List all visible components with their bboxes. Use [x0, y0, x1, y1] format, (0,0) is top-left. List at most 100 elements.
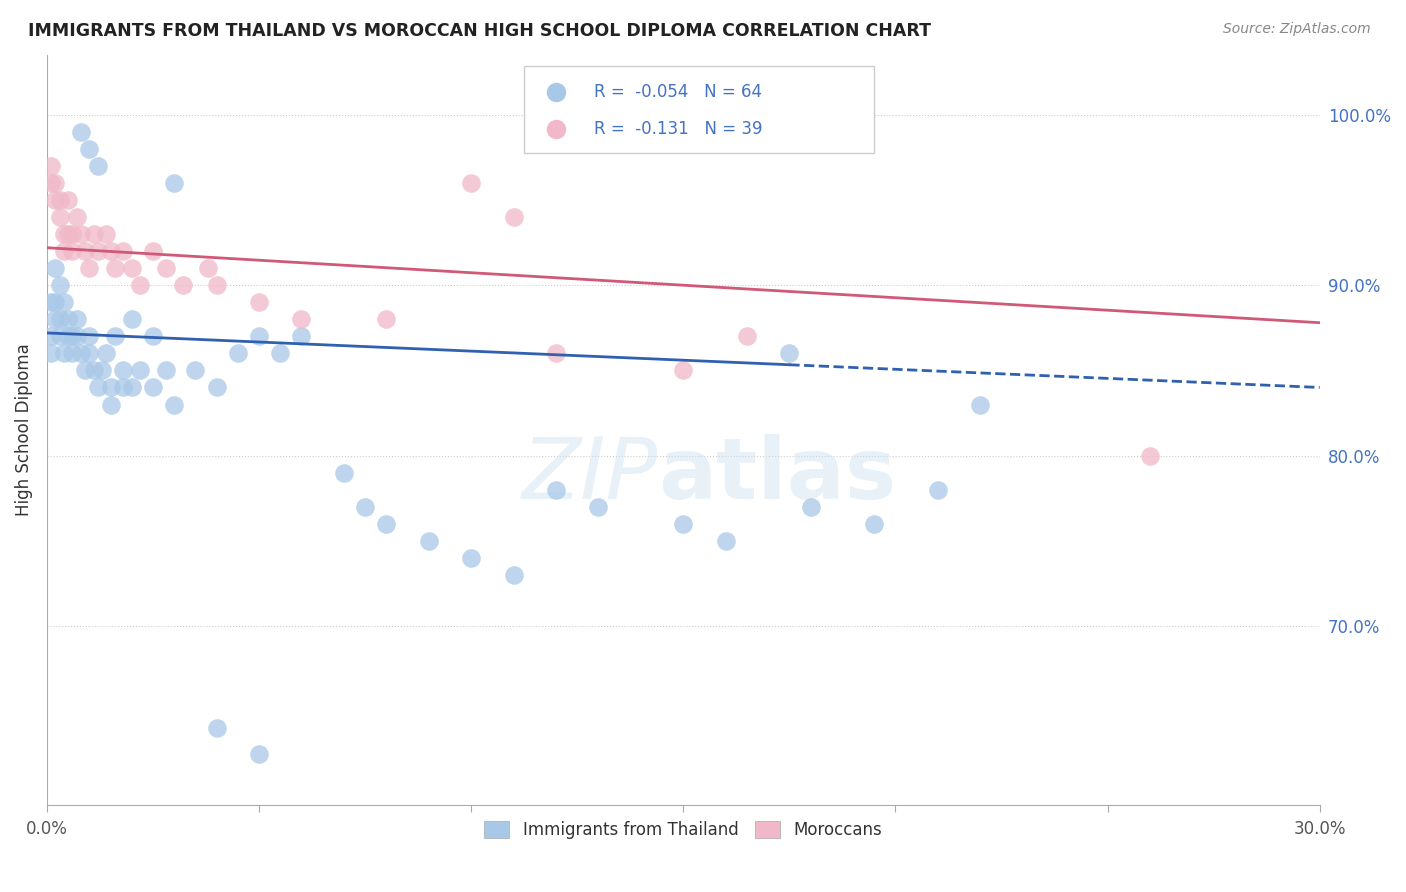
Point: [52, 346, 75, 360]
Point: [163, 397, 186, 411]
Point: [155, 261, 177, 276]
Point: [112, 363, 135, 377]
Point: [502, 568, 524, 582]
Point: [44, 176, 66, 190]
Point: [52, 227, 75, 241]
Point: [714, 533, 737, 548]
Point: [672, 516, 695, 531]
Point: [79, 329, 101, 343]
Point: [48, 329, 70, 343]
Point: [69, 346, 91, 360]
Point: [44, 312, 66, 326]
Point: [197, 261, 219, 276]
Point: [39, 346, 62, 360]
Point: [247, 747, 270, 761]
Point: [100, 380, 122, 394]
Point: [65, 329, 87, 343]
Point: [142, 244, 165, 259]
Point: [544, 483, 567, 497]
Point: [269, 346, 291, 360]
Point: [56, 312, 79, 326]
Point: [121, 312, 143, 326]
Point: [56, 193, 79, 207]
Point: [44, 261, 66, 276]
Point: [39, 176, 62, 190]
Point: [83, 363, 105, 377]
Point: [48, 278, 70, 293]
Point: [87, 244, 110, 259]
Y-axis label: High School Diploma: High School Diploma: [15, 343, 32, 516]
Point: [60, 346, 83, 360]
Point: [544, 346, 567, 360]
Point: [247, 295, 270, 310]
Text: Source: ZipAtlas.com: Source: ZipAtlas.com: [1223, 22, 1371, 37]
Point: [48, 210, 70, 224]
Point: [418, 533, 440, 548]
Point: [75, 244, 97, 259]
Point: [69, 125, 91, 139]
Point: [129, 278, 152, 293]
Point: [121, 261, 143, 276]
Text: ZIP: ZIP: [522, 434, 658, 516]
Point: [48, 193, 70, 207]
Point: [142, 329, 165, 343]
Point: [96, 346, 118, 360]
Point: [354, 500, 377, 514]
Point: [112, 380, 135, 394]
Point: [502, 210, 524, 224]
Point: [129, 363, 152, 377]
Point: [863, 516, 886, 531]
Point: [333, 466, 356, 480]
Text: atlas: atlas: [658, 434, 896, 516]
Point: [460, 176, 482, 190]
Point: [48, 312, 70, 326]
Point: [172, 278, 194, 293]
Point: [205, 721, 228, 735]
Point: [205, 278, 228, 293]
Point: [79, 261, 101, 276]
Point: [56, 227, 79, 241]
Point: [60, 227, 83, 241]
Point: [163, 176, 186, 190]
Point: [79, 346, 101, 360]
Point: [778, 346, 800, 360]
Point: [96, 227, 118, 241]
Point: [969, 397, 991, 411]
Point: [39, 329, 62, 343]
Point: [226, 346, 249, 360]
Point: [290, 312, 312, 326]
Point: [460, 550, 482, 565]
Point: [735, 329, 758, 343]
Point: [60, 329, 83, 343]
Point: [52, 244, 75, 259]
Point: [44, 295, 66, 310]
Point: [100, 244, 122, 259]
FancyBboxPatch shape: [524, 66, 875, 153]
Point: [91, 363, 114, 377]
Point: [56, 329, 79, 343]
Point: [247, 329, 270, 343]
Text: R =  -0.131   N = 39: R = -0.131 N = 39: [595, 120, 762, 138]
Point: [1139, 449, 1161, 463]
Point: [39, 295, 62, 310]
Point: [69, 227, 91, 241]
Point: [104, 329, 127, 343]
Point: [104, 261, 127, 276]
Legend: Immigrants from Thailand, Moroccans: Immigrants from Thailand, Moroccans: [478, 814, 889, 846]
Point: [121, 380, 143, 394]
Point: [588, 500, 610, 514]
Point: [155, 363, 177, 377]
Point: [184, 363, 207, 377]
Point: [60, 244, 83, 259]
Point: [290, 329, 312, 343]
Point: [39, 159, 62, 173]
Point: [375, 312, 398, 326]
Point: [799, 500, 821, 514]
Point: [100, 397, 122, 411]
Text: R =  -0.054   N = 64: R = -0.054 N = 64: [595, 83, 762, 101]
Point: [142, 380, 165, 394]
Point: [87, 380, 110, 394]
Point: [52, 295, 75, 310]
Point: [672, 363, 695, 377]
Point: [87, 159, 110, 173]
